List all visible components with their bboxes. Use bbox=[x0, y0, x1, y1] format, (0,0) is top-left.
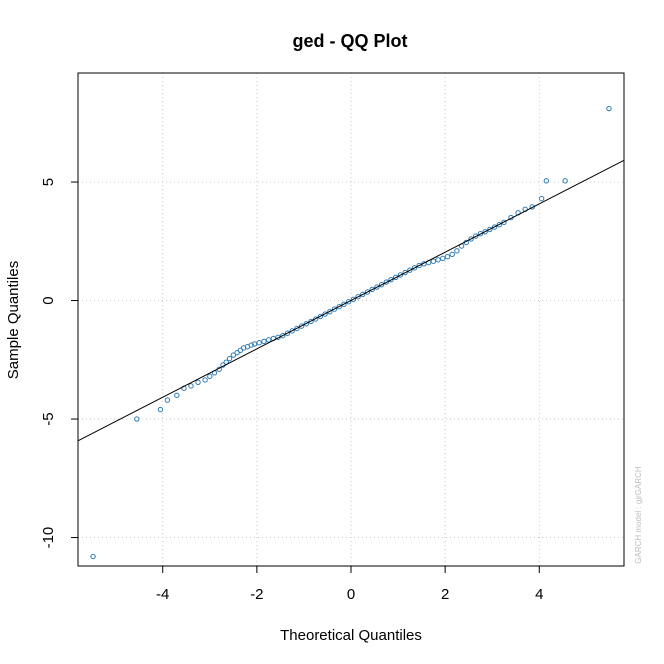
data-point bbox=[473, 233, 479, 239]
data-point bbox=[226, 355, 233, 362]
data-point bbox=[90, 553, 96, 560]
x-axis: -4 -2 0 2 4 bbox=[156, 565, 543, 603]
x-axis-label: Theoretical Quantiles bbox=[280, 627, 422, 644]
data-point bbox=[345, 299, 352, 305]
data-point bbox=[369, 286, 375, 293]
data-point bbox=[374, 284, 380, 290]
data-point bbox=[477, 230, 484, 237]
data-point bbox=[317, 313, 324, 320]
data-point bbox=[430, 258, 437, 264]
data-point bbox=[449, 251, 455, 258]
data-point bbox=[435, 257, 441, 263]
data-point bbox=[606, 105, 612, 112]
data-point bbox=[411, 265, 418, 271]
data-point bbox=[174, 392, 180, 399]
reference-line-layer bbox=[77, 159, 625, 442]
x-tick-label: 4 bbox=[535, 586, 543, 603]
data-point bbox=[336, 304, 342, 310]
data-point bbox=[529, 204, 535, 210]
grid-layer bbox=[78, 73, 624, 566]
data-point bbox=[284, 330, 291, 336]
data-point bbox=[350, 296, 357, 303]
data-point bbox=[308, 318, 314, 325]
data-point bbox=[261, 338, 267, 345]
data-point bbox=[496, 221, 502, 228]
data-point bbox=[312, 316, 319, 322]
data-point bbox=[251, 341, 258, 347]
data-point bbox=[134, 416, 140, 422]
data-point bbox=[491, 224, 498, 230]
data-point bbox=[331, 306, 338, 312]
data-point bbox=[341, 301, 347, 308]
data-point bbox=[157, 406, 164, 413]
data-point bbox=[397, 272, 404, 278]
data-point bbox=[202, 377, 208, 383]
data-point bbox=[388, 276, 394, 283]
plot-frame bbox=[77, 72, 625, 567]
x-tick-label: -4 bbox=[156, 586, 169, 603]
x-tick-label: 2 bbox=[441, 586, 449, 603]
data-point bbox=[393, 274, 399, 281]
points-layer bbox=[90, 105, 612, 560]
data-point bbox=[501, 219, 507, 226]
data-point bbox=[355, 294, 361, 300]
data-point bbox=[407, 267, 413, 273]
data-point bbox=[195, 379, 201, 386]
data-point bbox=[322, 311, 328, 317]
data-point bbox=[164, 397, 171, 403]
data-point bbox=[207, 373, 213, 380]
data-point bbox=[416, 262, 422, 269]
y-tick-label: 0 bbox=[40, 296, 57, 304]
data-point bbox=[303, 321, 309, 327]
data-point bbox=[468, 236, 474, 242]
y-axis: -10 -5 0 5 bbox=[40, 178, 79, 549]
data-point bbox=[298, 323, 305, 329]
y-tick-label: -10 bbox=[40, 527, 57, 549]
data-point bbox=[444, 253, 451, 260]
data-point bbox=[230, 352, 237, 358]
data-point bbox=[294, 325, 300, 332]
data-point bbox=[289, 328, 295, 334]
data-point bbox=[265, 337, 272, 343]
data-point bbox=[364, 289, 371, 295]
data-point bbox=[440, 255, 446, 262]
data-point bbox=[327, 308, 333, 315]
y-tick-label: -5 bbox=[40, 412, 57, 425]
data-point bbox=[280, 332, 286, 339]
watermark-text: GARCH model : gjrGARCH bbox=[634, 466, 643, 564]
x-tick-label: 0 bbox=[347, 586, 355, 603]
data-point bbox=[543, 178, 550, 184]
data-point bbox=[402, 269, 408, 276]
data-point bbox=[378, 281, 385, 288]
data-point bbox=[538, 195, 545, 202]
data-point bbox=[562, 178, 568, 184]
x-tick-label: -2 bbox=[250, 586, 263, 603]
y-axis-label: Sample Quantiles bbox=[5, 261, 22, 379]
data-point bbox=[360, 291, 366, 298]
data-point bbox=[188, 383, 194, 389]
data-point bbox=[383, 279, 390, 285]
data-point bbox=[256, 340, 262, 346]
chart-title: ged - QQ Plot bbox=[293, 31, 408, 51]
y-tick-label: 5 bbox=[40, 178, 57, 186]
data-point bbox=[248, 342, 254, 348]
data-point bbox=[454, 248, 460, 254]
data-point bbox=[482, 229, 488, 235]
data-point bbox=[487, 226, 493, 233]
reference-line bbox=[77, 159, 625, 442]
